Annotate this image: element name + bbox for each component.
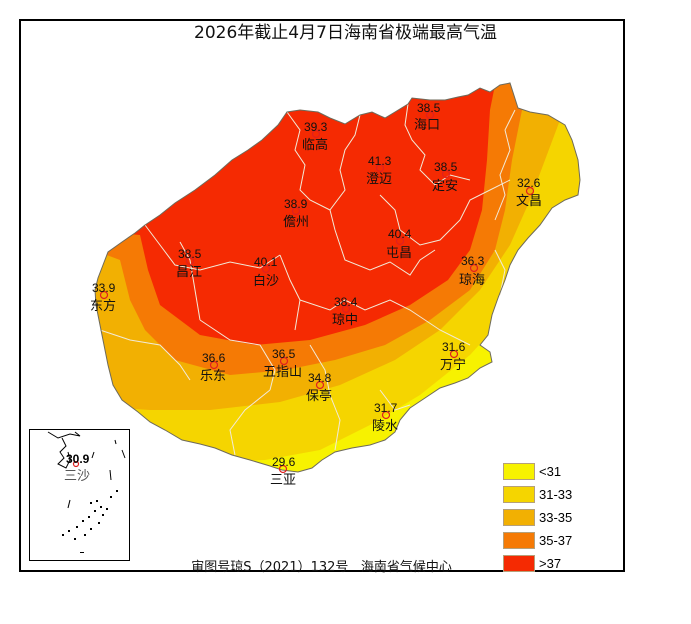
svg-text:海口: 海口 (414, 118, 440, 133)
svg-text:32.6: 32.6 (517, 176, 541, 190)
station-ledong[interactable]: 36.6 乐东 (200, 351, 226, 384)
station-qiongzhong[interactable]: 38.4 琼中 (332, 295, 358, 328)
legend-item-lt31: <31 (503, 461, 572, 482)
svg-text:文昌: 文昌 (516, 194, 542, 209)
station-wanning[interactable]: 31.6 万宁 (440, 340, 466, 373)
stations: 38.5 海口 39.3 临高 41.3 澄迈 38.5 定安 32.6 文昌 … (90, 101, 542, 488)
svg-text:定安: 定安 (432, 179, 458, 194)
legend-item-31-33: 31-33 (503, 484, 572, 505)
station-marker-icon (279, 356, 289, 366)
station-marker-icon (449, 349, 459, 359)
station-wuzhishan[interactable]: 36.5 五指山 (263, 347, 302, 380)
station-qionghai[interactable]: 36.3 琼海 (459, 254, 485, 288)
svg-text:31.6: 31.6 (442, 340, 466, 354)
station-danzhou[interactable]: 38.9 儋州 (283, 197, 309, 230)
svg-text:29.6: 29.6 (272, 455, 296, 469)
station-lingao[interactable]: 39.3 临高 (302, 120, 328, 153)
station-marker-icon (72, 460, 80, 468)
legend-swatch (503, 555, 535, 572)
station-dongfang[interactable]: 33.9 东方 (90, 281, 116, 314)
sansha-inset: 30.9 三沙 (29, 429, 130, 561)
station-changjiang[interactable]: 38.5 昌江 (176, 247, 202, 280)
temperature-bands (95, 83, 580, 472)
station-haikou[interactable]: 38.5 海口 (414, 101, 441, 133)
svg-text:36.5: 36.5 (272, 347, 296, 361)
svg-text:屯昌: 屯昌 (386, 246, 412, 261)
legend-swatch (503, 486, 535, 503)
station-ding-an[interactable]: 38.5 定安 (432, 160, 458, 194)
station-wenchang[interactable]: 32.6 文昌 (516, 176, 542, 209)
station-marker-icon (341, 304, 351, 314)
svg-text:琼中: 琼中 (332, 313, 358, 328)
station-marker-icon (441, 169, 451, 179)
svg-text:保亭: 保亭 (306, 388, 332, 404)
svg-text:三亚: 三亚 (270, 473, 296, 488)
legend-item-33-35: 33-35 (503, 507, 572, 528)
coastline (94, 82, 581, 473)
svg-text:38.5: 38.5 (434, 160, 458, 174)
svg-text:38.5: 38.5 (417, 101, 441, 115)
svg-text:33.9: 33.9 (92, 281, 116, 295)
source-agency: 海南省气候中心 (360, 560, 452, 575)
svg-text:39.3: 39.3 (304, 120, 328, 134)
station-marker-icon (99, 290, 109, 300)
station-sanya[interactable]: 29.6 三亚 (270, 455, 296, 488)
legend-swatch (503, 509, 535, 526)
svg-text:34.8: 34.8 (308, 371, 332, 385)
svg-text:36.6: 36.6 (202, 351, 226, 365)
station-marker-icon (261, 264, 271, 274)
svg-text:38.5: 38.5 (178, 247, 202, 261)
station-marker-icon (425, 110, 435, 120)
legend-swatch (503, 463, 535, 480)
sansha-inset-map: 30.9 三沙 (47, 431, 126, 553)
station-chengmai[interactable]: 41.3 澄迈 (366, 154, 392, 187)
svg-text:乐东: 乐东 (200, 369, 226, 384)
station-baisha[interactable]: 40.1 白沙 (253, 255, 279, 289)
station-marker-icon (291, 206, 301, 216)
svg-text:儋州: 儋州 (283, 215, 309, 230)
station-marker-icon (209, 360, 219, 370)
svg-text:31.7: 31.7 (374, 401, 398, 415)
map-footer: 审图号琼S（2021）132号 海南省气候中心 (183, 541, 452, 575)
legend: <31 31-33 33-35 35-37 >37 (503, 461, 572, 576)
svg-text:40.1: 40.1 (254, 255, 278, 269)
svg-text:38.9: 38.9 (284, 197, 308, 211)
station-lingshui[interactable]: 31.7 陵水 (372, 401, 398, 434)
svg-text:白沙: 白沙 (253, 273, 279, 289)
station-marker-icon (375, 163, 385, 173)
station-marker-icon (185, 256, 195, 266)
svg-text:临高: 临高 (302, 137, 328, 153)
station-tunchang[interactable]: 40.4 屯昌 (386, 227, 412, 261)
svg-text:陵水: 陵水 (372, 419, 398, 434)
svg-text:36.3: 36.3 (461, 254, 485, 268)
svg-text:昌江: 昌江 (176, 265, 202, 280)
station-marker-icon (311, 129, 321, 139)
station-marker-icon (395, 236, 405, 246)
map-title: 2026年截止4月7日海南省极端最高气温 (194, 23, 497, 43)
svg-text:三沙: 三沙 (64, 469, 90, 484)
svg-text:东方: 东方 (90, 298, 116, 314)
map-approval-number: 审图号琼S（2021）132号 (191, 560, 349, 575)
svg-text:澄迈: 澄迈 (366, 172, 392, 187)
station-marker-icon (381, 410, 391, 420)
county-boundaries (99, 103, 516, 456)
station-sansha[interactable]: 30.9 三沙 (64, 452, 90, 484)
legend-swatch (503, 532, 535, 549)
svg-text:38.4: 38.4 (334, 295, 358, 309)
svg-text:30.9: 30.9 (66, 452, 90, 466)
svg-text:40.4: 40.4 (388, 227, 412, 241)
svg-text:万宁: 万宁 (440, 357, 466, 373)
station-marker-icon (278, 464, 288, 474)
svg-text:琼海: 琼海 (459, 273, 485, 288)
station-marker-icon (315, 380, 325, 390)
svg-text:41.3: 41.3 (368, 154, 392, 168)
legend-item-35-37: 35-37 (503, 530, 572, 551)
station-baoting[interactable]: 34.8 保亭 (306, 371, 332, 404)
legend-item-gt37: >37 (503, 553, 572, 574)
svg-text:五指山: 五指山 (263, 365, 302, 380)
station-marker-icon (469, 263, 479, 273)
station-marker-icon (525, 186, 535, 196)
